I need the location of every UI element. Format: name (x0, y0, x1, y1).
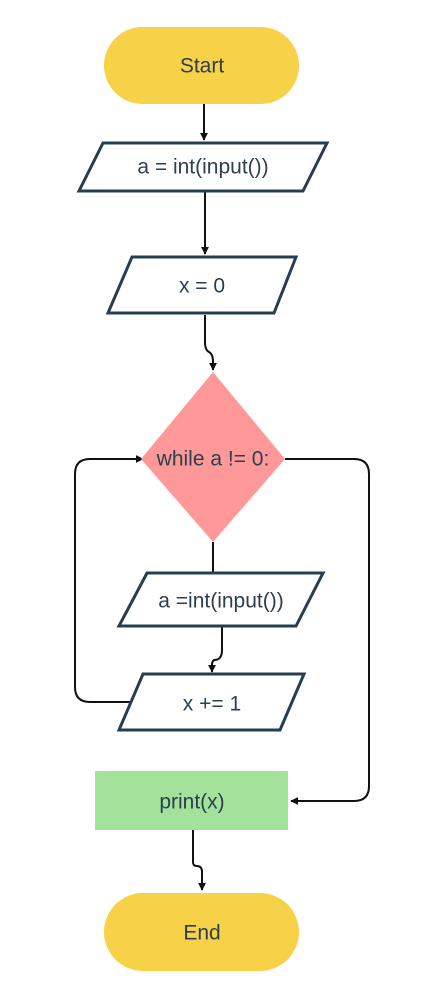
increment-x-label: x += 1 (183, 693, 241, 716)
edge-init-x-to-condition (204, 315, 217, 371)
init-x-node[interactable]: x = 0 (105, 255, 299, 315)
start-label: Start (180, 55, 225, 78)
end-node[interactable]: End (104, 893, 299, 971)
print-x-node[interactable]: print(x) (95, 771, 288, 830)
edge-print-to-end (192, 830, 206, 891)
print-x-label: print(x) (159, 791, 224, 814)
input-a-label: a = int(input()) (137, 156, 268, 179)
input-a-node[interactable]: a = int(input()) (76, 141, 330, 193)
loop-condition-label: while a != 0: (156, 448, 270, 471)
input-a-loop-node[interactable]: a =int(input()) (116, 571, 326, 628)
init-x-label: x = 0 (179, 275, 225, 298)
loop-condition-node[interactable]: while a != 0: (141, 372, 285, 542)
edge-condition-exit-to-print (285, 458, 370, 805)
start-node[interactable]: Start (104, 27, 299, 104)
end-label: End (183, 922, 220, 945)
edge-input-loop-to-increment (208, 627, 223, 673)
input-a-loop-label: a =int(input()) (158, 590, 283, 613)
increment-x-node[interactable]: x += 1 (116, 672, 307, 732)
edge-increment-back-to-condition (74, 455, 144, 703)
